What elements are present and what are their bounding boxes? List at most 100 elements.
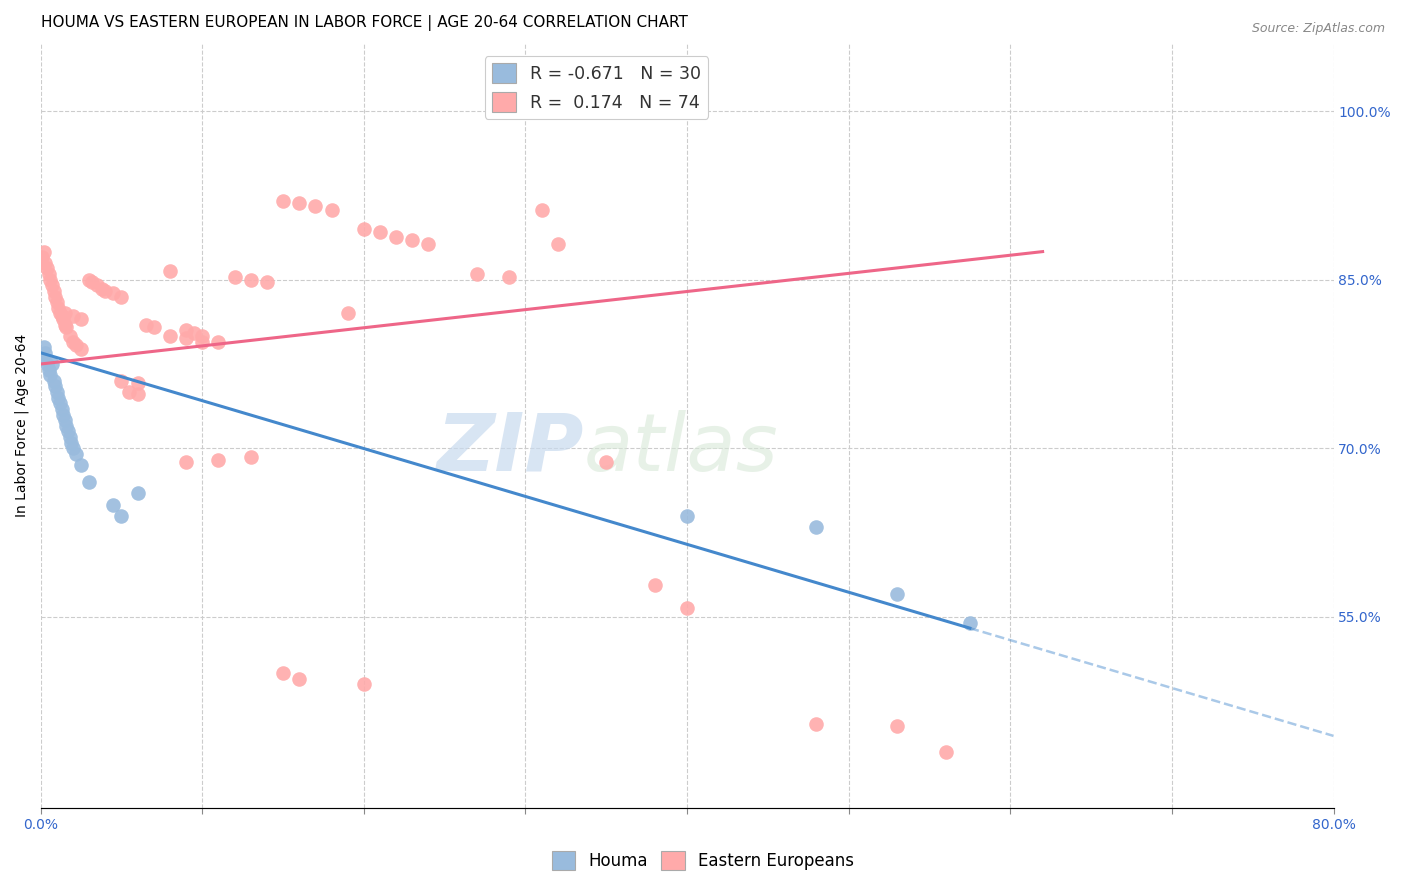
Point [70, 312, 93, 326]
Point [676, 601, 699, 615]
Point [676, 508, 699, 523]
Point [65, 447, 87, 461]
Point [51, 309, 73, 323]
Point [38, 267, 60, 281]
Point [55, 418, 77, 433]
Point [62, 309, 84, 323]
Point [110, 508, 132, 523]
Point [39, 273, 62, 287]
Point [56, 425, 79, 439]
Point [271, 194, 294, 208]
Point [31, 351, 53, 366]
Text: ZIP: ZIP [436, 409, 583, 488]
Y-axis label: In Labor Force | Age 20-64: In Labor Force | Age 20-64 [15, 334, 30, 517]
Point [142, 319, 165, 334]
Point [401, 233, 423, 247]
Point [53, 318, 76, 332]
Point [547, 236, 569, 251]
Point [271, 666, 294, 681]
Point [159, 263, 181, 277]
Point [935, 745, 957, 759]
Point [35, 261, 58, 276]
Point [127, 486, 149, 500]
Point [60, 435, 83, 450]
Point [288, 672, 311, 686]
Point [94, 284, 117, 298]
Point [530, 202, 553, 217]
Point [44, 289, 66, 303]
Point [595, 455, 617, 469]
Point [498, 270, 520, 285]
Point [127, 387, 149, 401]
Point [135, 318, 157, 332]
Point [304, 198, 326, 212]
Point [59, 430, 82, 444]
Point [239, 450, 262, 465]
Point [32, 244, 55, 259]
Point [110, 374, 132, 388]
Point [103, 498, 125, 512]
Point [118, 385, 141, 400]
Point [53, 413, 76, 427]
Point [41, 278, 63, 293]
Point [51, 401, 73, 416]
Point [174, 331, 197, 345]
Point [207, 452, 229, 467]
Point [52, 312, 75, 326]
Point [353, 222, 375, 236]
Point [44, 379, 66, 393]
Point [31, 250, 53, 264]
Point [174, 323, 197, 337]
Point [385, 230, 408, 244]
Point [55, 319, 77, 334]
Point [70, 343, 93, 357]
Legend: R = -0.671   N = 30, R =  0.174   N = 74: R = -0.671 N = 30, R = 0.174 N = 74 [485, 56, 709, 119]
Point [224, 270, 246, 285]
Point [65, 338, 87, 352]
Point [806, 716, 828, 731]
Point [886, 719, 908, 733]
Point [34, 345, 56, 359]
Point [39, 368, 62, 383]
Point [86, 278, 108, 293]
Point [256, 275, 278, 289]
Point [91, 282, 114, 296]
Point [207, 334, 229, 349]
Text: HOUMA VS EASTERN EUROPEAN IN LABOR FORCE | AGE 20-64 CORRELATION CHART: HOUMA VS EASTERN EUROPEAN IN LABOR FORCE… [41, 15, 688, 31]
Point [886, 587, 908, 601]
Point [62, 334, 84, 349]
Point [52, 408, 75, 422]
Point [42, 374, 65, 388]
Point [77, 475, 100, 489]
Point [53, 306, 76, 320]
Point [806, 520, 828, 534]
Point [191, 334, 214, 349]
Point [418, 236, 440, 251]
Point [70, 458, 93, 472]
Point [49, 306, 72, 320]
Point [353, 677, 375, 691]
Point [62, 442, 84, 456]
Point [191, 329, 214, 343]
Point [82, 275, 104, 289]
Point [465, 267, 488, 281]
Point [103, 286, 125, 301]
Point [336, 306, 359, 320]
Point [48, 391, 70, 405]
Point [110, 289, 132, 303]
Point [35, 357, 58, 371]
Point [45, 295, 67, 310]
Point [42, 284, 65, 298]
Point [32, 340, 55, 354]
Point [174, 455, 197, 469]
Point [38, 362, 60, 376]
Point [644, 578, 666, 592]
Text: atlas: atlas [583, 409, 779, 488]
Point [34, 256, 56, 270]
Point [321, 202, 343, 217]
Point [49, 396, 72, 410]
Point [45, 385, 67, 400]
Point [239, 273, 262, 287]
Point [183, 326, 205, 340]
Point [288, 196, 311, 211]
